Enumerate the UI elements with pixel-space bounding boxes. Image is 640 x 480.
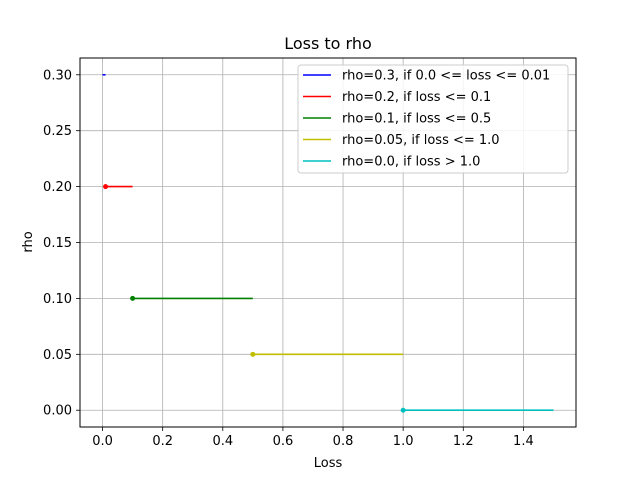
series-start-point-5: [400, 407, 406, 413]
legend-entry-5: rho=0.0, if loss > 1.0: [342, 155, 480, 170]
legend-entry-2: rho=0.2, if loss <= 0.1: [342, 90, 491, 105]
y-tick-label: 0.05: [43, 348, 72, 363]
x-tick-label: 1.4: [513, 434, 534, 449]
x-tick-label: 1.2: [453, 434, 474, 449]
y-tick-label: 0.25: [43, 124, 72, 139]
legend-entry-4: rho=0.05, if loss <= 1.0: [342, 133, 500, 148]
x-tick-label: 0.8: [333, 434, 354, 449]
legend: rho=0.3, if 0.0 <= loss <= 0.01 rho=0.2, …: [297, 64, 569, 174]
series-start-point-2: [103, 184, 109, 190]
x-axis-ticks: 0.0 0.2 0.4 0.6 0.8 1.0 1.2 1.4: [92, 427, 534, 449]
x-tick-label: 0.0: [92, 434, 113, 449]
y-tick-label: 0.15: [43, 236, 72, 251]
x-axis-label: Loss: [314, 456, 343, 471]
y-tick-label: 0.30: [43, 68, 72, 83]
plot-series: [102, 73, 554, 413]
y-tick-label: 0.20: [43, 180, 72, 195]
y-tick-label: 0.00: [43, 404, 72, 419]
y-axis-label: rho: [21, 231, 36, 252]
chart-title: Loss to rho: [284, 34, 372, 53]
legend-entry-1: rho=0.3, if 0.0 <= loss <= 0.01: [342, 69, 550, 84]
x-tick-label: 1.0: [393, 434, 414, 449]
x-tick-label: 0.4: [212, 434, 233, 449]
legend-box: [297, 64, 569, 174]
x-tick-label: 0.2: [152, 434, 173, 449]
series-start-point-3: [130, 295, 136, 301]
series-start-point-4: [250, 351, 256, 357]
y-axis-ticks: 0.00 0.05 0.10 0.15 0.20 0.25 0.30: [43, 68, 80, 419]
legend-entry-3: rho=0.1, if loss <= 0.5: [342, 112, 491, 127]
x-tick-label: 0.6: [273, 434, 294, 449]
y-tick-label: 0.10: [43, 292, 72, 307]
